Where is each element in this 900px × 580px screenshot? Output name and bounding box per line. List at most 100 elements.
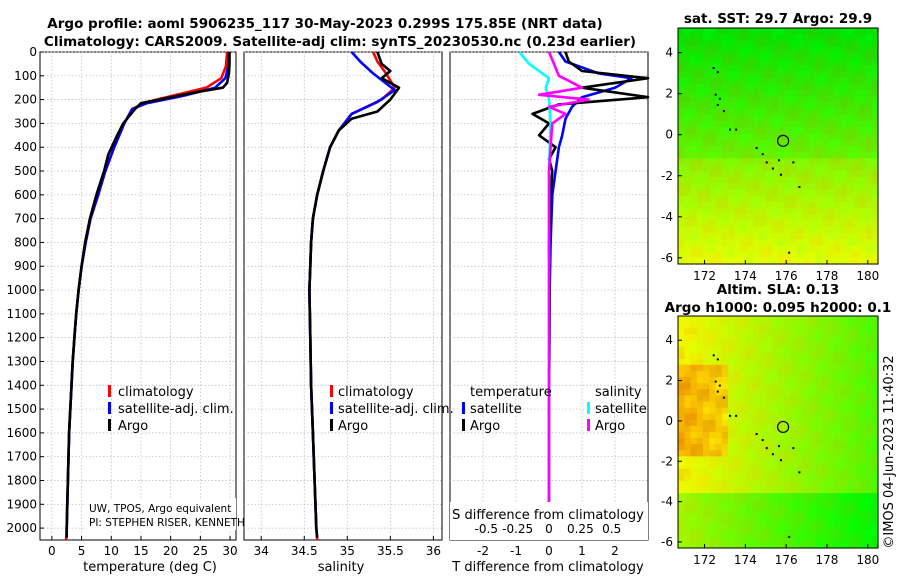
map-cell [846,40,854,48]
map-cell [690,499,698,506]
map-cell [871,432,879,439]
map-cell [684,340,692,348]
map-cell [834,370,842,378]
map-cell [815,493,823,500]
map-cell [684,127,692,135]
map-cell [784,541,792,549]
map-cell [696,65,704,73]
map-cell [784,340,792,348]
map-cell [821,425,829,433]
legend-salinity-title: salinity [595,385,642,400]
map-cell [809,505,817,512]
map-cell [678,251,685,259]
map-cell [871,316,879,323]
map-cell [678,541,685,549]
map-cell [803,114,810,122]
map-cell [765,133,773,141]
map-cell [684,450,692,457]
map-cell [865,425,873,433]
map-cell [803,468,810,476]
map-cell [840,220,848,228]
map-cell [790,177,798,184]
map-cell [803,462,810,470]
map-cell [865,480,873,488]
map-cell [803,158,810,166]
map-cell [728,383,735,390]
map-cell [809,450,817,457]
depth-tick-label: 200 [14,93,37,107]
map-cell [703,499,710,506]
map-cell [771,377,779,384]
map-cell [803,401,810,409]
map-cell [728,505,735,512]
map-cell [821,52,829,60]
map-cell [678,146,685,153]
map-cell [709,517,717,525]
map-cell [853,232,860,240]
map-cell [715,77,723,85]
map-cell [715,102,723,110]
legend-label-s-satellite: satellite [595,402,647,417]
map-cell [865,146,873,153]
map-cell [740,177,748,184]
map-cell [696,535,704,543]
map-cell [790,102,798,110]
map-cell [765,444,773,451]
map-cell [703,170,710,178]
map-cell [684,170,692,178]
map-cell [709,239,717,246]
map-cell [771,462,779,470]
map-cell [721,121,729,128]
map-cell [784,59,792,66]
map-cell [859,146,867,153]
map-cell [828,139,835,147]
map-cell [728,164,735,172]
map-cell [759,96,767,104]
map-cell [784,83,792,91]
island-marker [722,110,725,113]
map-cell [853,419,860,427]
map-cell [690,195,698,203]
map-cell [828,352,835,360]
map-cell [684,389,692,396]
map-cell [790,316,798,323]
map-cell [853,505,860,512]
map-cell [778,328,785,335]
map-cell [746,195,754,203]
map-cell [859,139,867,147]
map-cell [871,77,879,85]
map-cell [765,322,773,329]
map-cell [703,108,710,116]
map-cell [834,407,842,415]
map-cell [765,239,773,246]
map-cell [778,505,785,512]
map-cell [715,46,723,54]
map-cell [784,152,792,159]
map-cell [721,322,729,329]
map-cell [740,370,748,378]
map-cell [821,444,829,451]
map-cell [759,511,767,519]
map-x-tick-label: 176 [775,553,798,567]
map-cell [734,438,742,445]
map-cell [846,529,854,537]
island-marker [798,186,801,188]
map-cell [821,245,829,253]
map-cell [796,316,804,323]
map-cell [740,139,748,147]
map-cell [678,340,685,348]
map-cell [740,517,748,525]
map-cell [821,322,829,329]
map-cell [696,486,704,494]
map-cell [815,316,823,323]
map-cell [746,432,754,439]
map-cell [753,407,760,415]
map-cell [696,541,704,549]
map-cell [696,201,704,209]
map-cell [778,401,785,409]
map-cell [740,28,748,35]
map-cell [696,46,704,54]
map-cell [684,328,692,335]
map-cell [740,480,748,488]
map-cell [709,340,717,348]
